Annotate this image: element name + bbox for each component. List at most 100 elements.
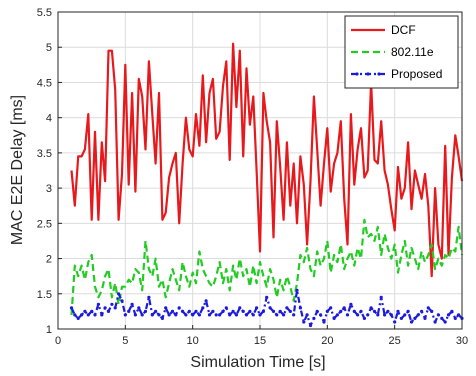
data-point <box>271 309 276 313</box>
y-tick-label: 4 <box>46 113 52 125</box>
data-point <box>164 306 168 310</box>
data-point <box>430 309 434 313</box>
data-point <box>234 313 238 317</box>
data-point <box>295 288 299 292</box>
y-tick-label: 3 <box>46 183 52 195</box>
data-point <box>278 309 282 313</box>
data-point <box>453 316 457 320</box>
y-axis-label: MAC E2E Delay [ms] <box>9 95 26 245</box>
data-point <box>167 313 171 317</box>
data-point <box>288 309 292 313</box>
data-point <box>96 302 100 306</box>
data-point <box>443 320 447 324</box>
data-point <box>177 306 181 310</box>
axis-ticks: 0 5 10 15 20 25 30 1 1.5 2 2.5 3 3.5 4 4.5 5 5.5 <box>37 7 468 347</box>
data-point <box>150 313 154 317</box>
data-point <box>181 309 185 313</box>
data-point <box>157 313 161 317</box>
legend-label: DCF <box>391 23 416 37</box>
data-point <box>420 309 424 313</box>
data-point <box>133 313 137 317</box>
y-tick-label: 1.5 <box>37 289 52 301</box>
data-point <box>302 320 306 324</box>
data-point <box>113 306 117 310</box>
data-point <box>372 309 377 313</box>
data-point <box>308 323 313 328</box>
data-point <box>251 313 255 317</box>
data-point <box>322 320 326 324</box>
data-point <box>110 302 114 306</box>
series-line-802-11e <box>70 218 464 315</box>
data-point <box>335 313 339 317</box>
legend-marker <box>355 72 359 76</box>
data-point <box>436 313 440 317</box>
y-tick-label: 2 <box>46 254 52 266</box>
data-point <box>399 316 403 320</box>
data-point <box>86 313 90 317</box>
data-point <box>359 309 363 313</box>
data-point <box>396 309 400 313</box>
data-point <box>90 309 94 313</box>
data-point <box>339 309 343 313</box>
data-point <box>154 309 158 313</box>
data-point <box>292 313 296 317</box>
data-point <box>201 306 205 310</box>
data-point <box>446 313 451 317</box>
data-point <box>356 313 360 317</box>
data-point <box>147 295 151 299</box>
data-point <box>130 302 134 306</box>
data-point <box>433 320 437 324</box>
data-point <box>228 313 232 317</box>
data-point <box>366 313 370 317</box>
data-point <box>393 320 397 324</box>
data-point <box>413 316 417 320</box>
data-point <box>261 309 265 313</box>
x-tick-label: 15 <box>254 335 266 347</box>
data-point <box>117 292 121 296</box>
data-point <box>160 316 164 320</box>
data-point <box>241 309 245 313</box>
data-point <box>103 306 107 310</box>
data-point <box>282 313 286 317</box>
data-point <box>319 313 323 317</box>
data-point <box>191 313 195 317</box>
data-point <box>406 309 410 313</box>
data-point <box>403 313 407 317</box>
legend-label: 802.11e <box>391 45 434 59</box>
legend-marker <box>366 72 370 76</box>
data-point <box>248 309 252 313</box>
data-point <box>83 309 87 313</box>
x-tick-label: 5 <box>122 335 128 347</box>
data-point <box>325 309 329 313</box>
data-point <box>386 309 390 313</box>
data-point <box>255 306 259 310</box>
data-point <box>218 313 222 317</box>
data-point <box>352 309 356 313</box>
y-tick-label: 2.5 <box>37 218 52 230</box>
x-tick-label: 10 <box>187 335 199 347</box>
data-point <box>457 313 461 317</box>
data-point <box>231 309 235 313</box>
data-point <box>450 309 454 313</box>
data-point <box>80 313 84 317</box>
y-tick-label: 4.5 <box>37 77 52 89</box>
data-point <box>214 313 218 317</box>
data-point <box>376 313 380 317</box>
data-point <box>69 306 74 310</box>
data-point <box>76 316 80 320</box>
data-point <box>315 309 319 313</box>
y-tick-label: 5 <box>46 42 52 54</box>
data-point <box>224 306 228 310</box>
data-point <box>120 299 124 303</box>
data-point <box>312 316 316 320</box>
data-point <box>100 313 104 317</box>
data-point <box>440 316 444 320</box>
data-point <box>416 313 420 317</box>
y-tick-label: 1 <box>46 324 52 336</box>
series-layer <box>69 42 464 328</box>
data-point <box>106 309 111 313</box>
data-point <box>329 306 333 310</box>
data-point <box>265 295 269 299</box>
data-point <box>423 316 427 320</box>
series-line-dcf <box>70 42 464 278</box>
